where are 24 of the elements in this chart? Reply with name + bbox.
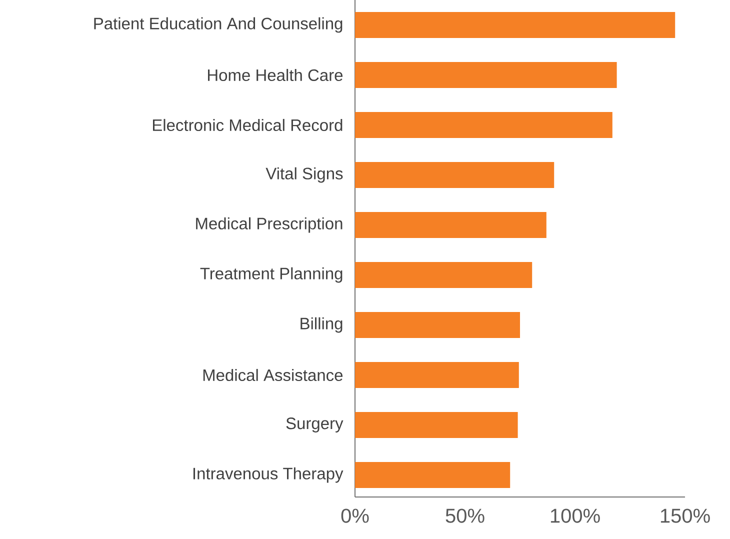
y-tick-label: Patient Education And Counseling <box>94 17 342 33</box>
y-tick-label: Vital Signs <box>266 167 343 183</box>
bar <box>355 162 554 188</box>
y-tick-label: Surgery <box>286 418 344 432</box>
y-tick-label: Home Health Care <box>208 68 343 82</box>
y-tick-label: Electronic Medical Record <box>153 118 342 132</box>
bar <box>355 312 520 338</box>
bar <box>355 412 518 438</box>
y-tick-label: Billing <box>300 317 342 333</box>
bar <box>355 362 519 388</box>
bar <box>355 212 546 238</box>
bar <box>355 462 510 488</box>
y-tick-label: Medical Assistance <box>203 368 343 382</box>
bar <box>355 262 532 288</box>
x-tick-label: 150% <box>660 508 710 523</box>
y-tick-label: Treatment Planning <box>200 267 342 283</box>
y-tick-label: Intravenous Therapy <box>193 467 344 483</box>
bar <box>355 62 617 88</box>
bar <box>355 12 676 38</box>
y-tick-label: Medical Prescription <box>196 217 342 233</box>
x-tick-label: 50% <box>446 508 484 523</box>
x-tick-label: 100% <box>550 508 600 523</box>
bar <box>355 112 612 138</box>
x-tick-label: 0% <box>341 508 369 523</box>
